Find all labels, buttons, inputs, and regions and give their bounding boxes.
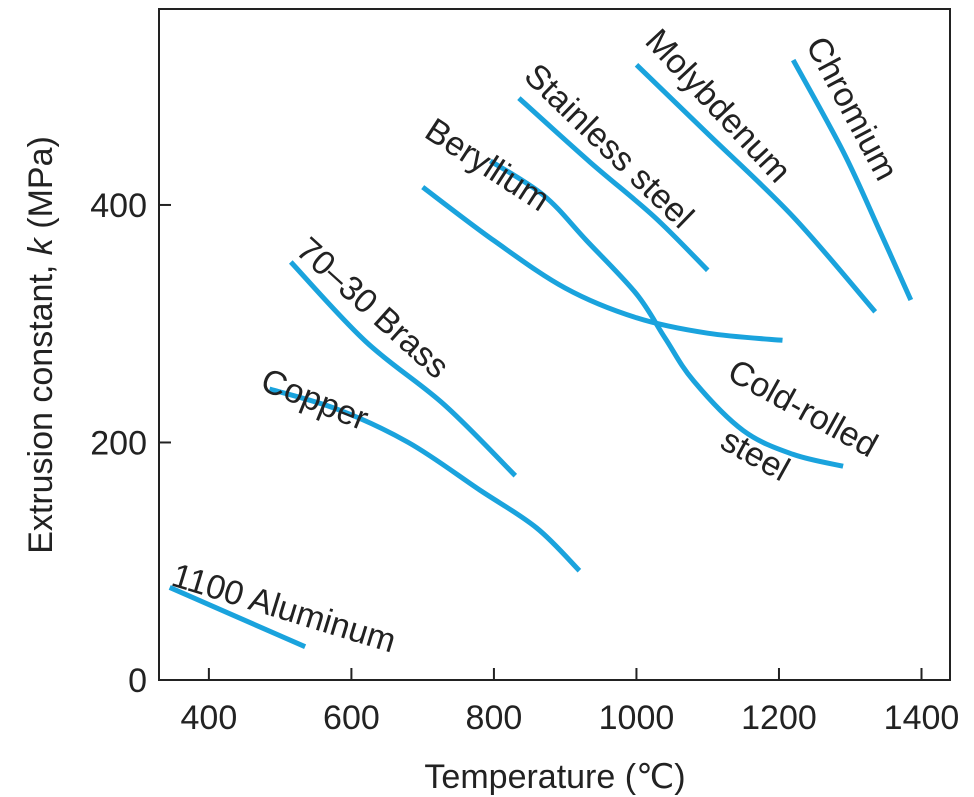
y-tick-label: 200 bbox=[90, 424, 147, 462]
series-lines bbox=[168, 58, 914, 649]
y-axis-title-part: Extrusion constant, bbox=[22, 255, 60, 554]
series-label-beryllium: Beryllium bbox=[418, 111, 556, 219]
series-line-beryllium bbox=[421, 185, 783, 343]
series-label-1100-aluminum: 1100 Aluminum bbox=[167, 556, 400, 660]
x-tick-label: 1200 bbox=[741, 699, 817, 737]
series-label-steel: steel bbox=[715, 421, 796, 489]
series-line-stainless-steel bbox=[517, 96, 710, 273]
y-axis-title: Extrusion constant, k (MPa) bbox=[22, 136, 60, 554]
x-tick-label: 1400 bbox=[884, 699, 960, 737]
y-tick-label: 0 bbox=[128, 662, 147, 700]
series-line-copper bbox=[268, 386, 582, 573]
series-line-1100-aluminum bbox=[168, 585, 307, 649]
series-label-copper: Copper bbox=[256, 361, 374, 438]
series-label-molybdenum: Molybdenum bbox=[638, 22, 799, 190]
x-tick-label: 600 bbox=[323, 699, 380, 737]
y-axis-title-symbol: k bbox=[22, 236, 60, 255]
series-line-molybdenum bbox=[634, 63, 878, 314]
x-tick-label: 800 bbox=[466, 699, 523, 737]
x-tick-label: 1000 bbox=[599, 699, 675, 737]
series-line-cold-rolled-steel bbox=[489, 158, 844, 469]
x-axis-title: Temperature (℃) bbox=[424, 758, 685, 796]
plot-frame bbox=[158, 8, 951, 681]
x-axis-ticks: 400 600 800 1000 1200 1400 bbox=[181, 668, 960, 737]
series-line-chromium bbox=[791, 58, 914, 302]
series-label-chromium: Chromium bbox=[798, 31, 905, 187]
y-axis-title-part: (MPa) bbox=[22, 136, 60, 238]
y-axis-ticks: 0 200 400 bbox=[90, 187, 171, 700]
series-label-70-30-brass: 70–30 Brass bbox=[289, 230, 456, 386]
y-tick-label: 400 bbox=[90, 187, 147, 225]
x-tick-label: 400 bbox=[181, 699, 238, 737]
series-line-70-30-brass bbox=[288, 260, 518, 478]
